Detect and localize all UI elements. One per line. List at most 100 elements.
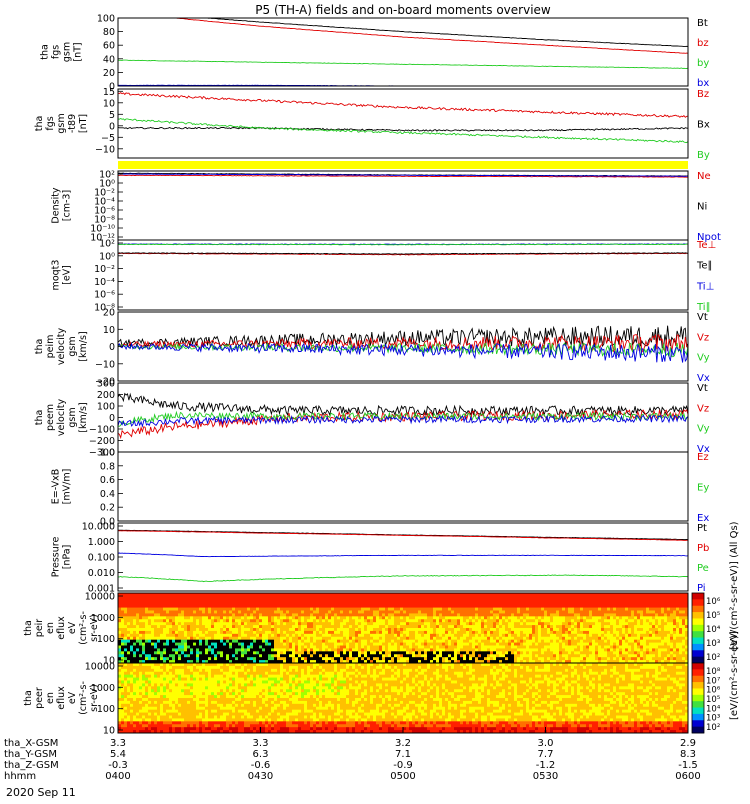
spectrogram-cell	[652, 657, 655, 660]
spectrogram-cell	[391, 613, 394, 616]
spectrogram-cell	[364, 619, 367, 622]
spectrogram-cell	[439, 648, 442, 651]
spectrogram-cell	[523, 651, 526, 654]
spectrogram-cell	[310, 640, 313, 643]
series-line-Bt	[118, 18, 688, 47]
spectrogram-cell	[361, 651, 364, 654]
spectrogram-cell	[481, 619, 484, 622]
spectrogram-cell	[664, 628, 667, 631]
spectrogram-cell	[163, 608, 166, 611]
spectrogram-cell	[142, 628, 145, 631]
spectrogram-cell	[280, 599, 283, 602]
spectrogram-cell	[538, 640, 541, 643]
spectrogram-cell	[139, 599, 142, 602]
spectrogram-cell	[556, 611, 559, 614]
spectrogram-cell	[610, 646, 613, 649]
y-tick-label: 0.010	[88, 568, 115, 579]
spectrogram-cell	[463, 646, 466, 649]
spectrogram-cell	[523, 657, 526, 660]
spectrogram-cell	[226, 631, 229, 634]
spectrogram-cell	[430, 646, 433, 649]
spectrogram-cell	[358, 640, 361, 643]
spectrogram-cell	[334, 613, 337, 616]
spectrogram-cell	[184, 648, 187, 651]
spectrogram-cell	[319, 605, 322, 608]
spectrogram-cell	[499, 611, 502, 614]
spectrogram-cell	[541, 643, 544, 646]
spectrogram-cell	[670, 602, 673, 605]
spectrogram-cell	[577, 608, 580, 611]
spectrogram-cell	[331, 611, 334, 614]
spectrogram-cell	[580, 611, 583, 614]
spectrogram-cell	[457, 643, 460, 646]
spectrogram-cell	[526, 628, 529, 631]
spectrogram-cell	[202, 602, 205, 605]
spectrogram-cell	[484, 611, 487, 614]
spectrogram-cell	[307, 646, 310, 649]
spectrogram-cell	[187, 608, 190, 611]
spectrogram-cell	[517, 622, 520, 625]
spectrogram-cell	[358, 646, 361, 649]
spectrogram-cell	[262, 596, 265, 599]
spectrogram-cell	[217, 640, 220, 643]
spectrogram-cell	[598, 622, 601, 625]
spectrogram-cell	[214, 608, 217, 611]
spectrogram-cell	[307, 654, 310, 657]
spectrogram-cell	[499, 608, 502, 611]
spectrogram-cell	[142, 678, 145, 681]
spectrogram-cell	[469, 657, 472, 660]
spectrogram-cell	[631, 605, 634, 608]
spectrogram-cell	[220, 605, 223, 608]
spectrogram-cell	[463, 622, 466, 625]
spectrogram-cell	[379, 608, 382, 611]
spectrogram-cell	[541, 625, 544, 628]
spectrogram-cell	[139, 678, 142, 681]
spectrogram-cell	[193, 613, 196, 616]
spectrogram-cell	[622, 611, 625, 614]
legend-entry: Ti⊥	[696, 281, 714, 292]
spectrogram-cell	[187, 648, 190, 651]
spectrogram-cell	[394, 637, 397, 640]
spectrogram-cell	[544, 631, 547, 634]
spectrogram-cell	[526, 646, 529, 649]
spectrogram-cell	[517, 625, 520, 628]
spectrogram-cell	[469, 602, 472, 605]
spectrogram-cell	[532, 619, 535, 622]
spectrogram-cell	[676, 608, 679, 611]
spectrogram-cell	[460, 654, 463, 657]
spectrogram-cell	[166, 637, 169, 640]
spectrogram-cell	[319, 646, 322, 649]
spectrogram-cell	[682, 602, 685, 605]
spectrogram-cell	[289, 613, 292, 616]
spectrogram-cell	[469, 619, 472, 622]
spectrogram-cell	[313, 651, 316, 654]
spectrogram-cell	[136, 721, 139, 724]
spectrogram-cell	[208, 646, 211, 649]
spectrogram-cell	[184, 616, 187, 619]
spectrogram-cell	[328, 648, 331, 651]
spectrogram-cell	[628, 646, 631, 649]
spectrogram-cell	[340, 619, 343, 622]
spectrogram-cell	[643, 648, 646, 651]
spectrogram-cell	[460, 646, 463, 649]
spectrogram-cell	[496, 651, 499, 654]
spectrogram-cell	[532, 643, 535, 646]
spectrogram-cell	[484, 646, 487, 649]
spectrogram-cell	[562, 628, 565, 631]
spectrogram-cell	[631, 648, 634, 651]
spectrogram-cell	[517, 616, 520, 619]
spectrogram-cell	[343, 646, 346, 649]
spectrogram-cell	[499, 628, 502, 631]
spectrogram-cell	[673, 619, 676, 622]
spectrogram-cell	[490, 616, 493, 619]
spectrogram-cell	[406, 651, 409, 654]
spectrogram-cell	[289, 640, 292, 643]
spectrogram-cell	[502, 605, 505, 608]
spectrogram-cell	[580, 631, 583, 634]
spectrogram-cell	[148, 596, 151, 599]
spectrogram-cell	[124, 678, 127, 681]
spectrogram-cell	[118, 692, 121, 695]
spectrogram-cell	[628, 616, 631, 619]
spectrogram-cell	[229, 608, 232, 611]
spectrogram-cell	[313, 605, 316, 608]
